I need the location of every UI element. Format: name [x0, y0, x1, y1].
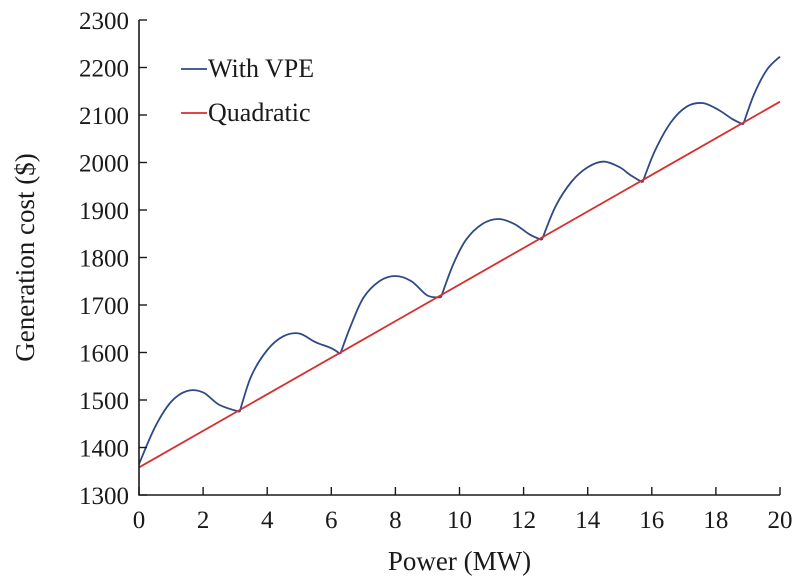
x-tick-label: 0 [133, 507, 146, 534]
y-tick-label: 1300 [79, 483, 129, 510]
x-tick-label: 4 [261, 507, 274, 534]
x-tick-label: 2 [197, 507, 210, 534]
x-tick-label: 10 [447, 507, 472, 534]
x-tick-label: 12 [511, 507, 536, 534]
x-tick-label: 16 [639, 507, 664, 534]
x-tick-label: 14 [575, 507, 601, 534]
legend-label: Quadratic [208, 98, 311, 127]
x-tick-label: 8 [389, 507, 402, 534]
axis-lines [138, 20, 780, 496]
y-axis-ticks: 1300 1400 1500 1600 1700 1800 1900 2000 2100 2200… [79, 8, 147, 510]
y-tick-label: 1500 [79, 388, 129, 415]
x-tick-label: 20 [768, 507, 793, 534]
y-tick-label: 2100 [79, 103, 129, 130]
series-line-with-vpe [138, 55, 781, 465]
x-axis-title: Power (MW) [388, 546, 531, 576]
y-tick-label: 2300 [79, 8, 129, 35]
x-axis-ticks: 0 2 4 6 8 10 12 14 16 18 20 [133, 487, 793, 534]
legend: With VPE Quadratic [181, 54, 314, 127]
y-axis-title: Generation cost ($) [10, 153, 40, 361]
x-tick-label: 6 [325, 507, 338, 534]
axes [138, 20, 780, 496]
y-tick-label: 1900 [79, 198, 129, 225]
y-tick-label: 2000 [79, 151, 129, 178]
y-tick-label: 1800 [79, 246, 129, 273]
y-tick-label: 2200 [79, 56, 129, 83]
series-line-quadratic [138, 100, 781, 469]
y-tick-label: 1400 [79, 436, 129, 463]
series-layer [138, 55, 781, 469]
y-tick-label: 1700 [79, 293, 129, 320]
y-tick-label: 1600 [79, 341, 129, 368]
legend-label: With VPE [208, 54, 314, 83]
x-tick-label: 18 [703, 507, 728, 534]
